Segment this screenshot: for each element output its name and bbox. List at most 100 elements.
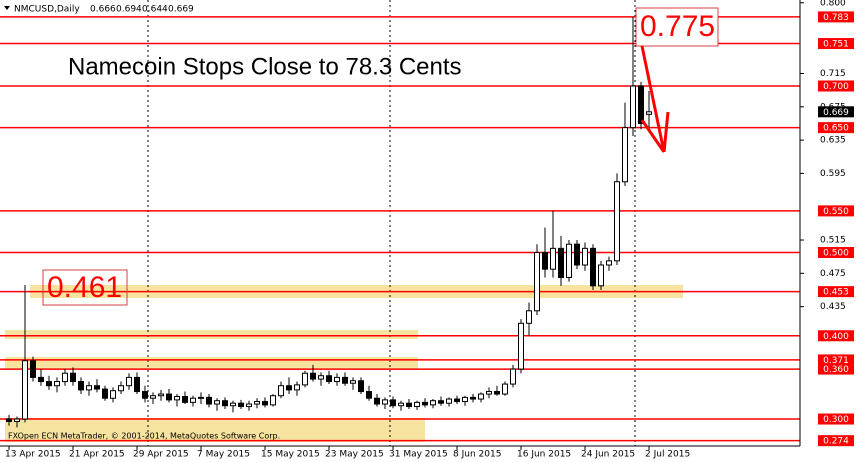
candle-body — [614, 181, 620, 262]
level-label: 0.550 — [823, 207, 849, 217]
candle-body — [278, 385, 284, 397]
y-tick-label: 0.515 — [820, 236, 846, 246]
candle-body — [118, 385, 124, 392]
candle-body — [62, 372, 68, 383]
candle-body — [94, 385, 100, 390]
x-tick-label: 29 Apr 2015 — [133, 450, 189, 460]
candle-body — [334, 376, 340, 383]
candle-body — [198, 396, 204, 399]
candle-body — [78, 381, 84, 391]
candle-body — [606, 260, 612, 266]
candle-body — [286, 385, 292, 391]
y-tick-label: 0.715 — [820, 69, 846, 79]
candle-body — [438, 400, 444, 404]
x-tick-label: 24 Jun 2015 — [581, 450, 635, 460]
candle-body — [326, 375, 332, 383]
candle-body — [38, 376, 44, 383]
candle-body — [558, 247, 564, 278]
candle-body — [86, 385, 92, 391]
level-label-box — [818, 38, 854, 50]
candle-body — [22, 360, 28, 420]
candle-body — [502, 383, 508, 395]
candle-body — [446, 398, 452, 404]
candle-body — [518, 322, 524, 370]
candle-body — [342, 376, 348, 384]
y-tick-label: 0.475 — [820, 269, 846, 279]
zone — [5, 357, 418, 369]
x-tick-label: 21 Apr 2015 — [69, 450, 125, 460]
y-tick-label: 0.435 — [820, 302, 846, 312]
level-label: 0.300 — [823, 415, 849, 425]
x-tick-label: 15 May 2015 — [261, 450, 320, 460]
candle-body — [110, 390, 116, 399]
candle-body — [470, 396, 476, 400]
candle-body — [582, 247, 588, 266]
candle-body — [566, 243, 572, 278]
candle-body — [166, 393, 172, 401]
candle-body — [126, 376, 132, 387]
candle-body — [190, 397, 196, 403]
y-tick-label: 0.635 — [820, 136, 846, 146]
candle-body — [206, 396, 212, 405]
candle-body — [318, 375, 324, 380]
candle-body — [358, 380, 364, 393]
level-label: 0.360 — [823, 365, 849, 375]
level-label-box — [818, 435, 854, 447]
level-label: 0.700 — [823, 82, 849, 92]
candle-body — [254, 401, 260, 405]
candle-body — [102, 388, 108, 399]
level-label-box — [818, 122, 854, 134]
candle-body — [382, 399, 388, 405]
candle-body — [150, 395, 156, 399]
candle-body — [302, 372, 308, 386]
candle-body — [214, 400, 220, 405]
level-label-box — [818, 286, 854, 298]
candle-body — [182, 396, 188, 403]
callout: 0.461 — [47, 271, 122, 304]
ohlc-high: 0.694 — [116, 5, 142, 15]
level-label-box — [818, 363, 854, 375]
y-tick-label: 0.595 — [820, 169, 846, 179]
candle-body — [486, 391, 492, 395]
y-tick-label: 0.800 — [820, 0, 846, 8]
level-label: 0.783 — [823, 13, 849, 23]
candle-body — [134, 376, 140, 393]
level-label-box — [818, 330, 854, 342]
candle-body — [270, 395, 276, 406]
candle-body — [350, 380, 356, 384]
callout-box — [635, 7, 719, 47]
candle-body — [510, 368, 516, 385]
ohlc-low: 0.644 — [142, 5, 168, 15]
candle-body — [454, 398, 460, 403]
menu-icon — [4, 6, 10, 10]
price-label: 0.669 — [823, 108, 849, 118]
candle-body — [646, 111, 652, 115]
level-label: 0.650 — [823, 124, 849, 134]
callout-box — [42, 269, 128, 306]
candle-body — [622, 127, 628, 183]
ohlc-open: 0.666 — [90, 5, 116, 15]
candle-body — [366, 391, 372, 399]
candle-body — [590, 247, 596, 287]
candle-body — [262, 401, 268, 406]
candle-body — [494, 391, 500, 395]
level-label: 0.371 — [823, 356, 849, 366]
candle-body — [462, 396, 468, 403]
ohlc-close: 0.669 — [168, 5, 194, 15]
candle-body — [30, 360, 36, 378]
candle-body — [14, 418, 20, 423]
level-label: 0.500 — [823, 249, 849, 259]
level-label-box — [818, 205, 854, 217]
x-tick-label: 23 May 2015 — [325, 450, 384, 460]
symbol: NMCUSD,Daily — [14, 5, 80, 15]
candle-body — [54, 381, 60, 387]
candle-body — [630, 85, 636, 129]
zone — [5, 330, 418, 339]
callout: 0.775 — [640, 10, 715, 43]
candle-body — [542, 252, 548, 270]
candle-body — [6, 418, 12, 423]
level-label-box — [818, 80, 854, 92]
candle-body — [598, 264, 604, 287]
